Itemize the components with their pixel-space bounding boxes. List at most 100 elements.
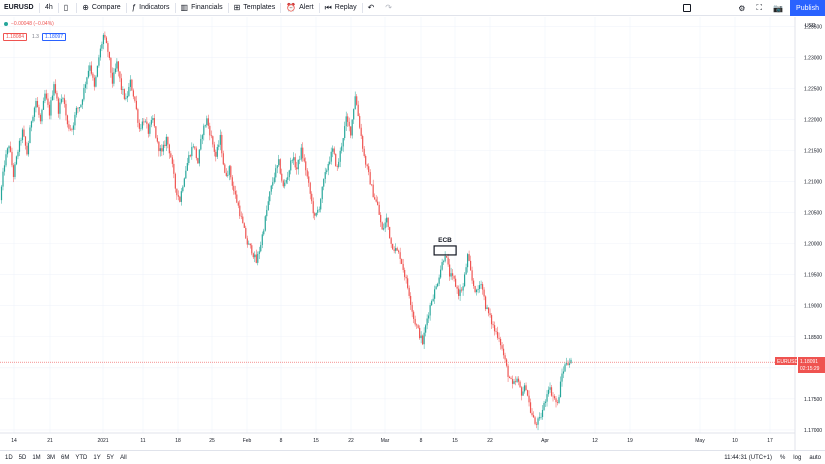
- buy-price-button[interactable]: 1.18097: [42, 33, 67, 41]
- sell-price-button[interactable]: 1.18084: [3, 33, 28, 41]
- snapshot-button[interactable]: 📷: [769, 0, 790, 16]
- candle-body: [120, 78, 122, 90]
- redo-button[interactable]: ↷: [381, 0, 399, 16]
- auto-toggle[interactable]: auto: [809, 455, 821, 461]
- candle-body: [323, 178, 325, 187]
- candle-body: [478, 285, 481, 289]
- symbol-tag-bg: [775, 357, 797, 365]
- time-axis[interactable]: 14 21 2021 11 18 25 Feb 8 15 22 Mar 8 15 22 Apr 12 19 May…: [0, 432, 825, 444]
- square-icon[interactable]: [683, 4, 691, 12]
- templates-button[interactable]: ⊞ Templates: [230, 0, 280, 16]
- candle-body: [260, 245, 262, 252]
- candle-body: [222, 153, 224, 165]
- candle-body: [99, 48, 102, 58]
- ecb-annotation[interactable]: ECB: [433, 237, 457, 256]
- candle-body: [30, 121, 33, 128]
- candle-body: [180, 191, 182, 202]
- undo-button[interactable]: ↶: [364, 0, 382, 16]
- candle-body: [443, 261, 445, 263]
- candle-body: [558, 397, 560, 403]
- chart-grid: [0, 17, 795, 433]
- range-1d[interactable]: 1D: [5, 454, 13, 461]
- candle-body: [390, 238, 392, 244]
- range-1y[interactable]: 1Y: [93, 454, 101, 461]
- range-6m[interactable]: 6M: [61, 454, 70, 461]
- range-ytd[interactable]: YTD: [75, 454, 88, 461]
- candle-body: [336, 166, 338, 167]
- candle-body: [104, 34, 106, 38]
- candle-body: [423, 332, 425, 345]
- candle-body: [137, 109, 139, 123]
- candle-body: [59, 102, 61, 114]
- price-tick-label: 1.17000: [804, 428, 822, 434]
- price-tick-label: 1.23000: [804, 55, 822, 61]
- candle-body: [153, 118, 155, 127]
- chart-type-button[interactable]: ▯: [60, 0, 75, 16]
- fullscreen-button[interactable]: ⛶: [752, 0, 769, 16]
- candle-body: [565, 363, 568, 365]
- candle-body: [422, 335, 424, 345]
- symbol-search[interactable]: EURUSD: [0, 0, 38, 16]
- rewind-icon: ⏮: [324, 2, 332, 12]
- candle-body: [125, 97, 127, 99]
- candle-body: [44, 93, 46, 101]
- candle-body: [50, 100, 52, 116]
- log-toggle[interactable]: log: [793, 455, 802, 461]
- candle-body: [26, 145, 28, 155]
- candle-body: [60, 99, 63, 103]
- range-all[interactable]: All: [120, 454, 127, 461]
- candle-body: [128, 86, 130, 96]
- candle-body: [9, 146, 12, 152]
- candle-body: [561, 373, 563, 382]
- candle-body: [402, 263, 404, 270]
- templates-label: Templates: [243, 4, 276, 11]
- candle-body: [243, 223, 245, 228]
- candle-body: [392, 243, 394, 250]
- interval-selector[interactable]: 4h: [41, 0, 57, 16]
- candle-body: [185, 170, 187, 179]
- candle-body: [186, 163, 188, 171]
- financials-button[interactable]: ▥ Financials: [177, 0, 227, 16]
- alert-button[interactable]: ⏰ Alert: [282, 0, 317, 16]
- candle-body: [68, 124, 70, 129]
- candle-body: [47, 98, 49, 105]
- range-5y[interactable]: 5Y: [106, 454, 115, 461]
- candle-body: [144, 121, 146, 123]
- divider: [227, 2, 229, 13]
- percent-toggle[interactable]: %: [779, 455, 786, 461]
- price-chart[interactable]: ECB 14 21 2021 11 18 25 Feb 8 15 22 Mar 8 15 22 Apr 12 1…: [0, 17, 825, 450]
- candle-body: [231, 177, 233, 186]
- candle-body: [0, 186, 3, 201]
- candle-body: [327, 163, 329, 171]
- candle-body: [417, 325, 419, 328]
- compare-button[interactable]: ⊕ Compare: [78, 0, 125, 16]
- candle-body: [27, 143, 30, 155]
- candle-body: [477, 288, 479, 290]
- candle-body: [471, 270, 473, 281]
- candle-body: [197, 158, 199, 164]
- candle-body: [505, 359, 508, 366]
- range-1m[interactable]: 1M: [32, 454, 41, 461]
- settings-button[interactable]: ⚙: [734, 0, 752, 16]
- price-tick-label: 1.21500: [804, 148, 822, 154]
- range-3m[interactable]: 3M: [46, 454, 56, 461]
- candle-body: [466, 254, 469, 268]
- timezone-clock[interactable]: 11:44:31 (UTC+1): [724, 455, 772, 461]
- candle-body: [396, 248, 398, 251]
- candle-body: [98, 57, 100, 66]
- candle-body: [317, 209, 319, 213]
- fullscreen-icon: ⛶: [756, 3, 763, 12]
- price-axis[interactable]: 1.23500 1.23000 1.22500 1.22000 1.21500 1.210…: [794, 17, 825, 450]
- candle-body: [149, 124, 151, 134]
- symbol-tag: EURUSD: [777, 359, 799, 365]
- range-5d[interactable]: 5D: [18, 454, 27, 461]
- indicators-button[interactable]: ƒ Indicators: [128, 0, 174, 16]
- replay-button[interactable]: ⏮ Replay: [321, 0, 361, 16]
- candle-body: [481, 284, 484, 290]
- candle-body: [176, 188, 178, 196]
- alarm-clock-icon: ⏰: [286, 3, 297, 12]
- publish-button[interactable]: Publish: [790, 0, 825, 16]
- candle-body: [147, 124, 149, 134]
- candle-body: [63, 98, 66, 104]
- candle-body: [77, 107, 79, 109]
